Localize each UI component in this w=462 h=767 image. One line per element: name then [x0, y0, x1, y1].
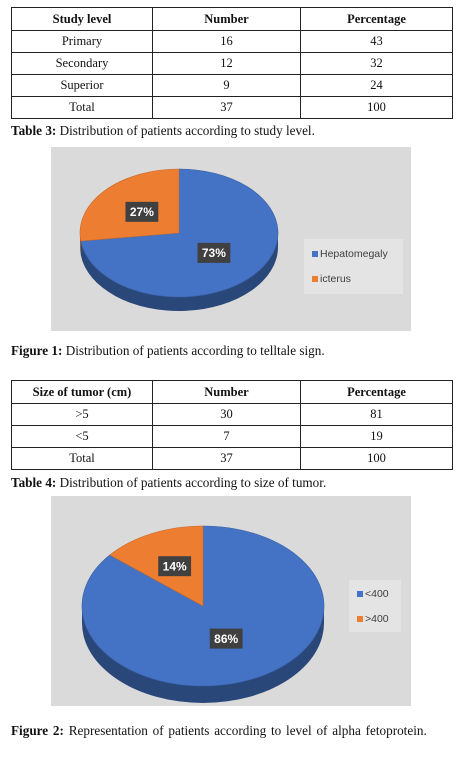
- table-study-level: Study level Number Percentage Primary 16…: [11, 7, 453, 119]
- legend-swatch: [312, 251, 318, 257]
- table-cell: Primary: [11, 30, 153, 53]
- caption-label: Table 3:: [11, 123, 57, 138]
- pie-slice-400: [109, 525, 204, 607]
- column-header: Number: [152, 380, 301, 404]
- table-header-row: Size of tumor (cm) Number Percentage: [11, 380, 453, 404]
- data-label-box: [197, 242, 231, 263]
- pie-slice-side: [82, 606, 324, 703]
- table-cell: 19: [300, 425, 453, 448]
- table-cell: 100: [300, 96, 453, 119]
- table-cell: 37: [152, 96, 301, 119]
- pie-slice-hepatomegaly: [80, 168, 279, 298]
- table-cell: 37: [152, 447, 301, 470]
- table-row: Total 37 100: [11, 447, 453, 470]
- table-cell: 32: [300, 52, 453, 75]
- legend-swatch: [357, 591, 363, 597]
- caption-label: Figure 1:: [11, 343, 63, 358]
- data-label-box: [158, 556, 192, 577]
- pie-slice-side: [80, 233, 279, 311]
- table-cell: Total: [11, 96, 153, 119]
- table-cell: Total: [11, 447, 153, 470]
- table-row: Secondary 12 32: [11, 52, 453, 75]
- figure1-caption: Figure 1: Distribution of patients accor…: [11, 342, 452, 359]
- column-header: Percentage: [300, 380, 453, 404]
- table-cell: 24: [300, 74, 453, 97]
- data-label: 14%: [163, 559, 187, 573]
- data-label: 73%: [202, 246, 226, 260]
- data-label-box: [125, 201, 159, 222]
- legend-label: <400: [365, 588, 389, 600]
- legend-box: [304, 239, 403, 294]
- table-row: Superior 9 24: [11, 74, 453, 97]
- table-cell: 30: [152, 403, 301, 426]
- figure1-pie-chart: 73% 27% Hepatomegaly icterus: [51, 147, 411, 331]
- column-header: Number: [152, 7, 301, 31]
- table-cell: 12: [152, 52, 301, 75]
- table-cell: 9: [152, 74, 301, 97]
- table-cell: Superior: [11, 74, 153, 97]
- table-cell: 16: [152, 30, 301, 53]
- table-cell: <5: [11, 425, 153, 448]
- table4-caption: Table 4: Distribution of patients accord…: [11, 474, 452, 491]
- legend-label: icterus: [320, 273, 351, 285]
- caption-text: Distribution of patients according to te…: [62, 343, 325, 358]
- table-cell: >5: [11, 403, 153, 426]
- table-cell: 81: [300, 403, 453, 426]
- caption-text: Distribution of patients according to si…: [56, 475, 327, 490]
- table-cell: 43: [300, 30, 453, 53]
- legend-swatch: [357, 616, 363, 622]
- legend-box: [349, 580, 401, 632]
- table-cell: 7: [152, 425, 301, 448]
- figure2-pie-chart: 86% 14% <400 >400: [51, 496, 411, 706]
- legend-swatch: [312, 276, 318, 282]
- caption-text: Representation of patients according to …: [63, 723, 427, 738]
- column-header: Study level: [11, 7, 153, 31]
- table-cell: Secondary: [11, 52, 153, 75]
- table-cell: 100: [300, 447, 453, 470]
- caption-label: Table 4:: [11, 475, 57, 490]
- legend-label: Hepatomegaly: [320, 248, 388, 260]
- table-row: Total 37 100: [11, 96, 453, 119]
- data-label: 86%: [214, 632, 238, 646]
- figure2-caption: Figure 2: Representation of patients acc…: [11, 722, 452, 739]
- data-label-box: [209, 628, 243, 649]
- caption-label: Figure 2:: [11, 723, 64, 738]
- data-label: 27%: [130, 205, 154, 219]
- table-row: <5 7 19: [11, 425, 453, 448]
- table3-caption: Table 3: Distribution of patients accord…: [11, 122, 452, 139]
- column-header: Percentage: [300, 7, 453, 31]
- table-row: >5 30 81: [11, 403, 453, 426]
- caption-text: Distribution of patients according to st…: [56, 123, 315, 138]
- table-row: Primary 16 43: [11, 30, 453, 53]
- column-header: Size of tumor (cm): [11, 380, 153, 404]
- legend-label: >400: [365, 613, 389, 625]
- table-tumor-size: Size of tumor (cm) Number Percentage >5 …: [11, 380, 453, 470]
- table-header-row: Study level Number Percentage: [11, 7, 453, 31]
